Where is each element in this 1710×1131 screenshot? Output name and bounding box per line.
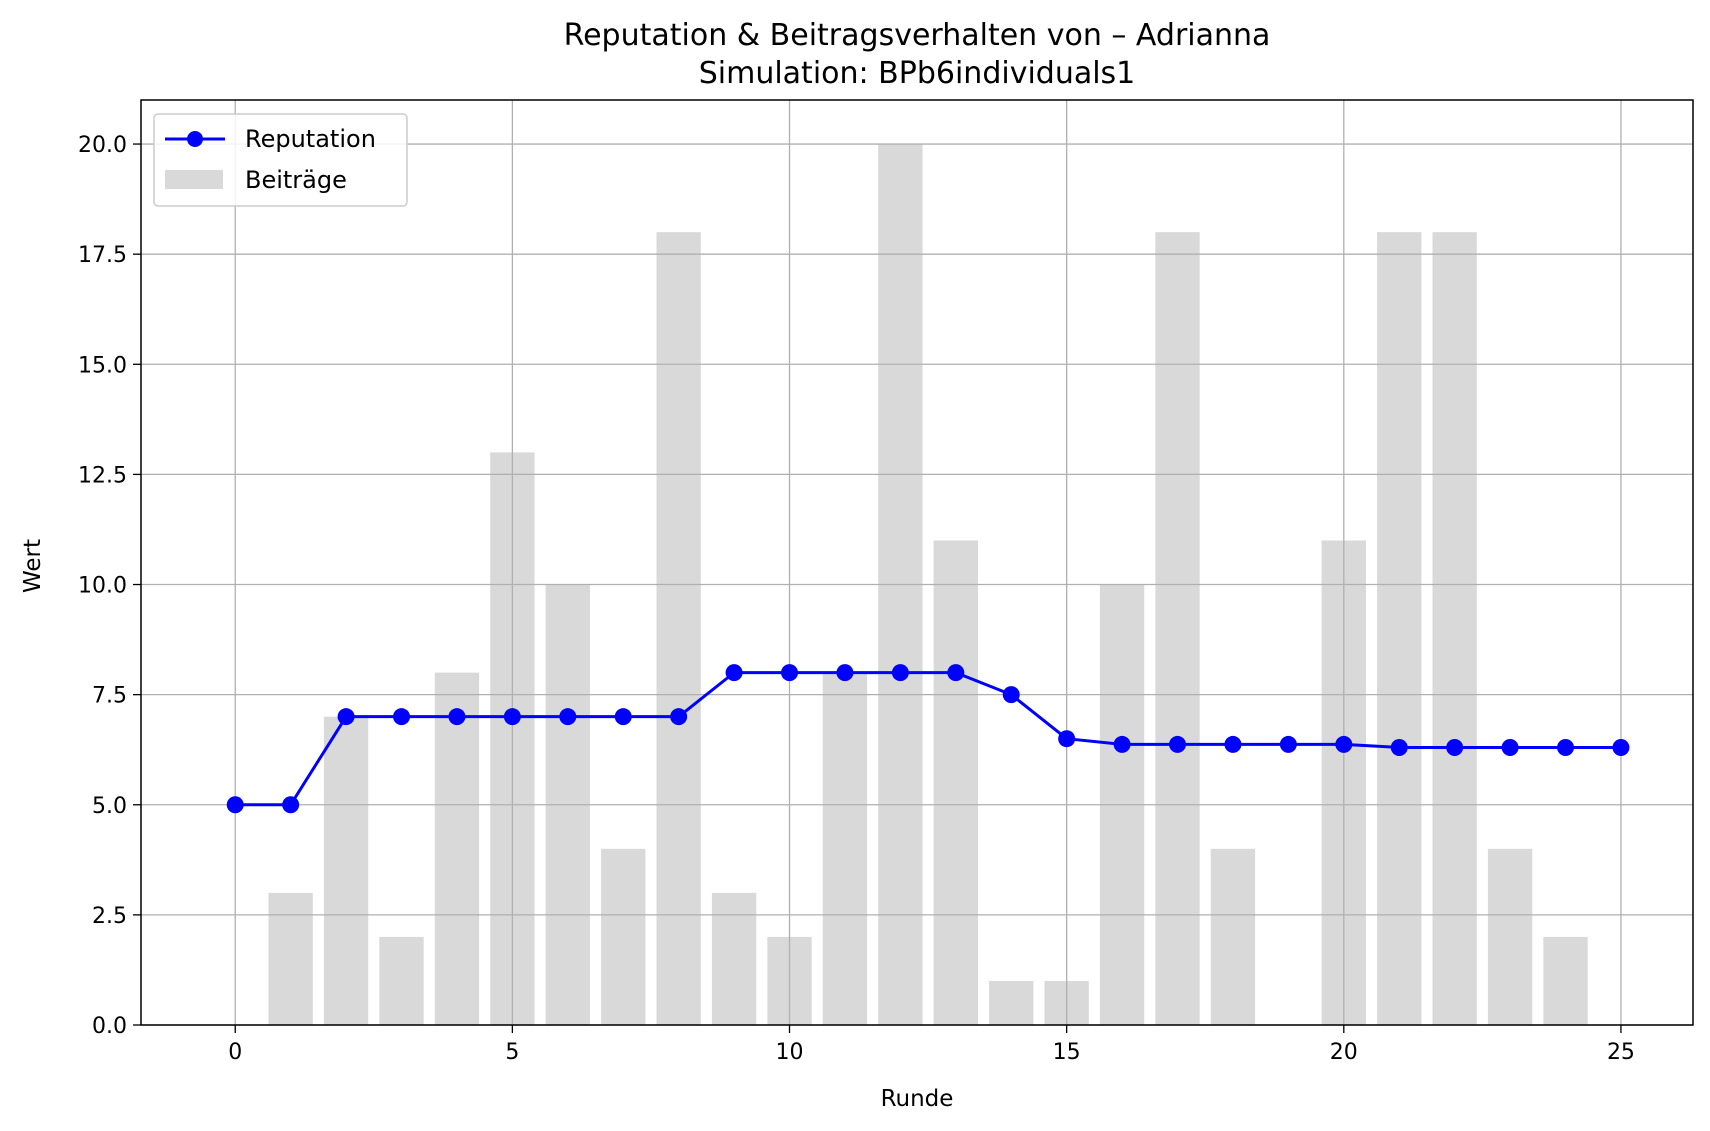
- bar-beitrag: [1210, 848, 1256, 1025]
- reputation-point: [1279, 735, 1297, 753]
- y-tick-label: 12.5: [78, 463, 127, 488]
- bar-beitrag: [323, 716, 369, 1025]
- grid-layer: [141, 100, 1693, 1026]
- bar-beitrag: [1155, 232, 1200, 1026]
- bar-beitrag: [379, 936, 424, 1025]
- plot-frame: [140, 99, 1694, 1026]
- x-axis-label: Runde: [881, 1086, 954, 1112]
- reputation-point: [448, 708, 466, 726]
- y-axis-ticks: 0.0 2.5 5.0 7.5 10.0 12.5 15.0 17.5 20.0: [78, 133, 141, 1039]
- x-axis-ticks: 0 5 10 15 20 25: [228, 1025, 1635, 1065]
- reputation-line: [235, 671, 1621, 807]
- bar-beitrag: [1543, 936, 1588, 1025]
- reputation-point: [1169, 735, 1187, 753]
- chart-title: Reputation & Beitragsverhalten von – Adr…: [564, 18, 1271, 53]
- y-tick-label: 15.0: [78, 353, 127, 378]
- bar-beitrag: [656, 232, 701, 1026]
- x-tick-label: 10: [776, 1040, 804, 1065]
- legend-reputation-marker: [187, 131, 203, 147]
- reputation-point: [226, 796, 244, 814]
- y-tick-label: 10.0: [78, 574, 127, 599]
- reputation-point: [670, 708, 688, 726]
- reputation-point: [1058, 730, 1076, 748]
- reputation-point: [1501, 739, 1519, 756]
- legend-reputation-label: Reputation: [245, 125, 376, 153]
- bar-beitrag: [711, 892, 757, 1025]
- reputation-point: [1113, 735, 1131, 753]
- reputation-point: [1390, 739, 1408, 756]
- x-tick-label: 15: [1053, 1040, 1081, 1065]
- reputation-point: [725, 664, 743, 682]
- reputation-point: [781, 664, 799, 682]
- reputation-point: [282, 796, 300, 814]
- reputation-point: [337, 708, 355, 726]
- reputation-point: [1446, 739, 1464, 756]
- reputation-point: [1557, 739, 1575, 756]
- reputation-point: [947, 664, 965, 682]
- legend-beitraege-patch: [165, 170, 223, 189]
- reputation-point: [393, 708, 411, 726]
- y-tick-label: 0.0: [92, 1014, 127, 1039]
- bar-beitrag: [601, 848, 646, 1025]
- y-tick-label: 17.5: [78, 243, 127, 268]
- bar-beitrag: [434, 672, 480, 1025]
- y-tick-label: 2.5: [92, 904, 127, 929]
- reputation-point: [559, 708, 577, 726]
- reputation-point: [1224, 735, 1242, 753]
- x-tick-label: 25: [1607, 1040, 1635, 1065]
- reputation-point: [836, 664, 854, 682]
- plot-area: [140, 99, 1694, 1026]
- bar-beitrag: [1432, 232, 1477, 1026]
- reputation-point: [891, 664, 909, 682]
- bar-beitrag: [989, 980, 1034, 1025]
- legend-beitraege-label: Beiträge: [245, 166, 347, 194]
- legend: Reputation Beiträge: [153, 113, 408, 207]
- reputation-point: [614, 708, 632, 726]
- y-tick-label: 5.0: [92, 794, 127, 819]
- x-tick-label: 5: [505, 1040, 519, 1065]
- y-tick-label: 7.5: [92, 684, 127, 709]
- reputation-point: [1335, 735, 1353, 753]
- chart-subtitle: Simulation: BPb6individuals1: [699, 56, 1136, 91]
- y-axis-label: Wert: [20, 539, 46, 593]
- x-tick-label: 0: [228, 1040, 242, 1065]
- bar-beitrag: [1377, 232, 1422, 1026]
- bar-beitrag: [1487, 848, 1533, 1025]
- y-tick-label: 20.0: [78, 133, 127, 158]
- reputation-point: [1612, 739, 1630, 756]
- reputation-point: [503, 708, 521, 726]
- x-tick-label: 20: [1330, 1040, 1358, 1065]
- reputation-line-layer: [226, 664, 1630, 814]
- bar-beitrag: [268, 892, 313, 1025]
- bar-beitrag: [933, 540, 978, 1025]
- bar-beitrag: [822, 672, 868, 1025]
- reputation-point: [1002, 686, 1020, 704]
